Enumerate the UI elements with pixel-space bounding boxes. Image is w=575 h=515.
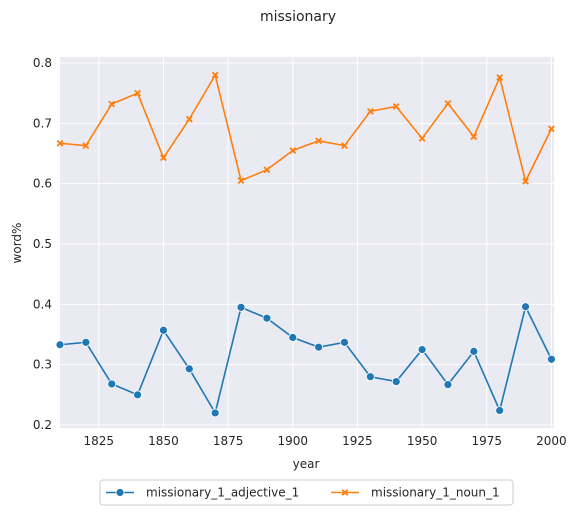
data-point <box>366 107 374 115</box>
data-point <box>237 177 245 185</box>
chart-title: missionary <box>260 9 336 25</box>
legend-label: missionary_1_adjective_1 <box>146 486 299 500</box>
series-group <box>55 71 556 418</box>
data-point <box>341 142 348 150</box>
x-tick-label: 1950 <box>407 434 438 448</box>
y-tick-label: 0.4 <box>33 297 52 311</box>
y-axis-ticks: 0.2 0.3 0.4 0.5 0.6 0.7 0.8 <box>33 56 52 432</box>
data-point <box>236 302 246 312</box>
data-point <box>496 74 504 81</box>
data-point <box>289 147 297 154</box>
data-point <box>391 377 401 386</box>
legend-label: missionary_1_noun_1 <box>371 486 500 500</box>
data-point <box>443 380 453 389</box>
legend-marker <box>341 489 349 496</box>
data-point <box>314 342 324 352</box>
legend: missionary_1_adjective_1 missionary_1_nou… <box>99 479 514 506</box>
data-point <box>547 125 555 133</box>
data-point <box>444 100 452 107</box>
x-axis-label: year <box>293 457 320 471</box>
data-point <box>262 313 272 323</box>
legend-box <box>99 479 514 506</box>
data-point <box>263 166 271 174</box>
plot-area <box>60 57 554 428</box>
y-tick-label: 0.5 <box>33 237 52 251</box>
y-axis-label: word% <box>10 223 24 264</box>
data-point <box>82 142 90 150</box>
data-point <box>81 337 91 347</box>
data-point <box>288 333 298 342</box>
data-point <box>469 346 479 356</box>
data-point <box>417 345 427 354</box>
x-tick-label: 1825 <box>84 434 115 448</box>
x-tick-label: 1875 <box>213 434 244 448</box>
data-point <box>340 337 349 347</box>
data-point <box>56 139 64 147</box>
x-tick-label: 1900 <box>278 434 309 448</box>
x-tick-label: 1975 <box>471 434 502 448</box>
series-1 <box>56 71 555 185</box>
grid <box>60 57 554 428</box>
legend-marker <box>115 488 125 497</box>
data-point <box>134 89 142 97</box>
data-point <box>470 133 478 141</box>
data-point <box>315 137 323 145</box>
data-point <box>133 390 142 400</box>
data-point <box>521 302 530 312</box>
data-point <box>55 340 65 350</box>
y-tick-label: 0.8 <box>33 56 52 70</box>
data-point <box>185 115 193 123</box>
x-tick-label: 2000 <box>536 434 567 448</box>
y-tick-label: 0.6 <box>33 177 52 191</box>
y-tick-label: 0.7 <box>33 116 52 130</box>
data-point <box>495 406 505 415</box>
data-point <box>108 100 116 108</box>
data-point <box>365 372 375 382</box>
data-point <box>159 325 168 335</box>
data-point <box>547 354 556 364</box>
x-tick-label: 1925 <box>342 434 373 448</box>
data-point <box>211 71 219 79</box>
series-0 <box>55 302 556 418</box>
data-point <box>107 379 117 389</box>
y-tick-label: 0.3 <box>33 358 52 372</box>
series-line <box>59 304 553 416</box>
data-point <box>210 408 220 418</box>
data-point <box>184 364 194 374</box>
y-tick-label: 0.2 <box>33 418 52 432</box>
data-point <box>522 177 529 185</box>
data-point <box>160 154 167 162</box>
data-point <box>418 135 426 142</box>
data-point <box>392 103 400 110</box>
x-tick-label: 1850 <box>148 434 179 448</box>
x-axis-ticks: 1825 1850 1875 1900 1925 1950 1975 2000 <box>84 434 567 448</box>
series-line <box>59 72 553 184</box>
